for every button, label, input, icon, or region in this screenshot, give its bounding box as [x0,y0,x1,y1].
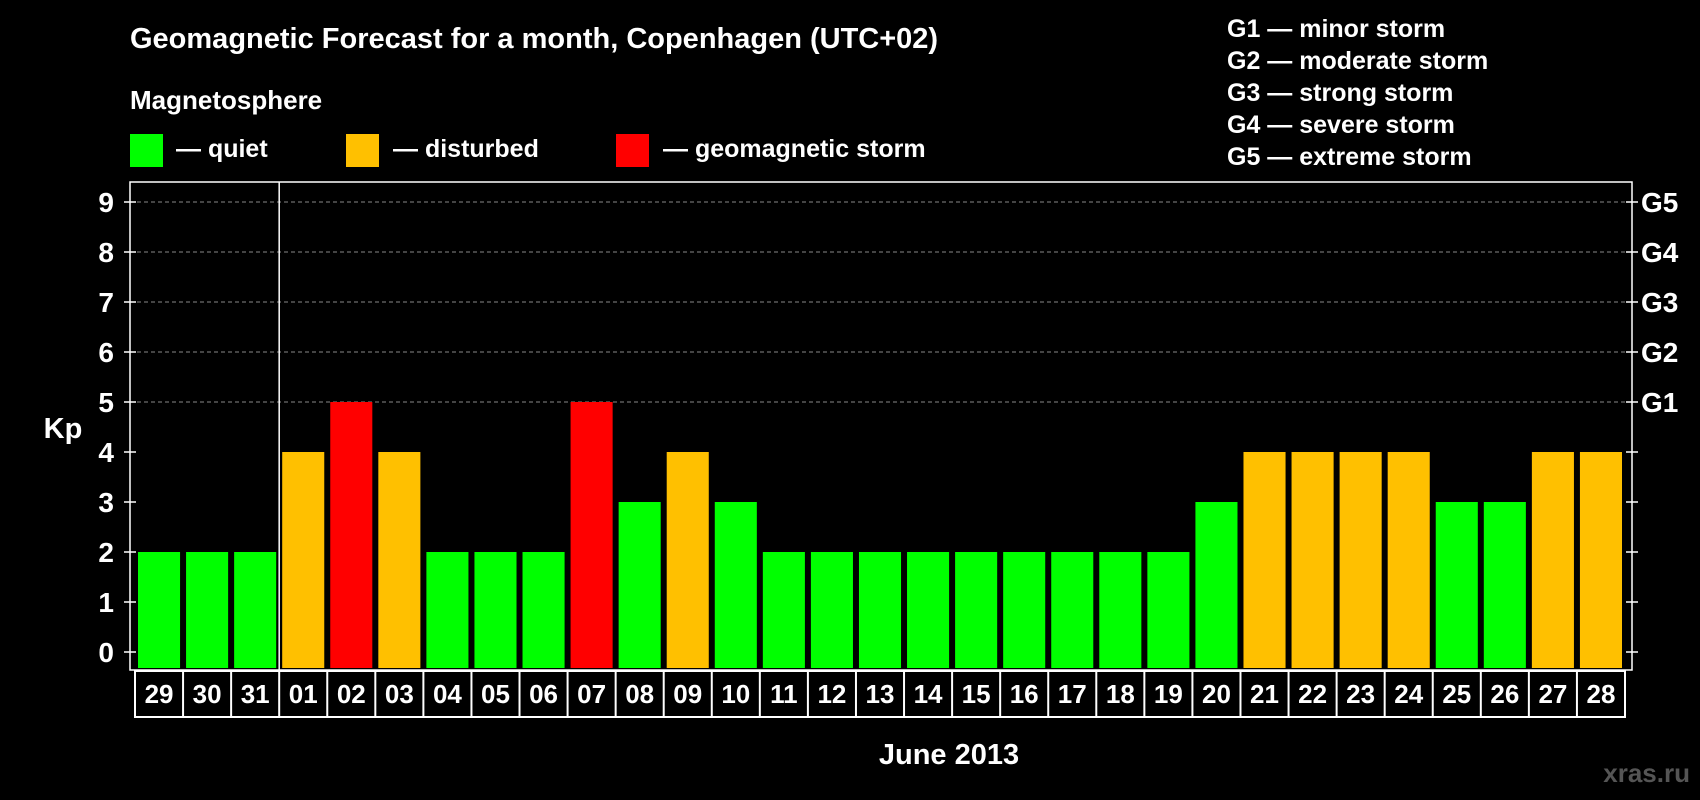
bar [1243,452,1286,668]
x-tick-label: 06 [529,679,558,709]
bar [570,402,613,668]
bar [330,402,373,668]
bar [810,552,853,668]
bar [1579,452,1622,668]
day-label-box [134,670,1626,718]
g-scale-label: G3 [1641,287,1678,318]
y-tick-label: 8 [98,237,114,268]
y-tick-label: 6 [98,337,114,368]
bar [378,452,421,668]
x-tick-label: 29 [145,679,174,709]
bar [1195,502,1238,668]
bar [955,552,998,668]
x-tick-label: 31 [241,679,270,709]
x-tick-label: 02 [337,679,366,709]
bar [762,552,805,668]
legend-label-disturbed: — disturbed [393,135,539,163]
legend-label-storm: — geomagnetic storm [663,135,926,163]
bar [1387,452,1430,668]
bar [1291,452,1334,668]
bar [1147,552,1190,668]
x-tick-label: 01 [289,679,318,709]
legend: — quiet — disturbed — geomagnetic storm [130,134,926,167]
legend-swatch-quiet [130,134,163,167]
chart-title: Geomagnetic Forecast for a month, Copenh… [130,23,938,55]
storm-scale-legend: G1 — minor storm G2 — moderate storm G3 … [1227,15,1488,171]
y-tick-label: 3 [98,487,114,518]
y-tick-label: 0 [98,637,114,668]
x-tick-label: 26 [1490,679,1519,709]
x-tick-label: 20 [1202,679,1231,709]
storm-scale-g1: G1 — minor storm [1227,15,1445,43]
x-tick-label: 30 [193,679,222,709]
bar [1051,552,1094,668]
bar [474,552,517,668]
g-scale-label: G1 [1641,387,1678,418]
storm-scale-g5: G5 — extreme storm [1227,143,1472,171]
g-scale-label: G5 [1641,187,1678,218]
x-tick-label: 25 [1442,679,1471,709]
bar [714,502,757,668]
x-tick-label: 24 [1394,679,1423,709]
y-tick-label: 9 [98,187,114,218]
x-tick-label: 12 [817,679,846,709]
x-tick-label: 04 [433,679,462,709]
bar [1339,452,1382,668]
bar [1483,502,1526,668]
bar [1435,502,1478,668]
x-tick-label: 28 [1587,679,1616,709]
bar [618,502,661,668]
x-tick-label: 19 [1154,679,1183,709]
bar [907,552,950,668]
x-tick-label: 03 [385,679,414,709]
legend-swatch-storm [616,134,649,167]
storm-scale-g4: G4 — severe storm [1227,111,1455,139]
bar [426,552,469,668]
y-axis-label: Kp [44,413,83,445]
storm-scale-g3: G3 — strong storm [1227,79,1453,107]
bar [522,552,565,668]
y-tick-label: 7 [98,287,114,318]
x-tick-label: 21 [1250,679,1279,709]
x-tick-label: 11 [770,679,798,709]
legend-label-quiet: — quiet [176,135,268,163]
x-tick-label: 05 [481,679,510,709]
y-tick-label: 1 [98,587,114,618]
bar [1531,452,1574,668]
x-tick-label: 16 [1010,679,1039,709]
y-tick-label: 4 [98,437,114,468]
x-tick-label: 09 [673,679,702,709]
x-tick-label: 15 [962,679,991,709]
bar [234,552,277,668]
y-tick-label: 2 [98,537,114,568]
y-tick-label: 5 [98,387,114,418]
x-tick-label: 14 [914,679,943,709]
x-tick-label: 22 [1298,679,1327,709]
bar [282,452,325,668]
x-tick-label: 08 [625,679,654,709]
x-axis-label: June 2013 [879,739,1019,771]
bar [186,552,229,668]
legend-swatch-disturbed [346,134,379,167]
x-tick-label: 07 [577,679,606,709]
chart-subtitle: Magnetosphere [130,85,322,115]
bar [138,552,181,668]
bar [666,452,709,668]
g-scale-label: G4 [1641,237,1679,268]
bar [1003,552,1046,668]
g-scale-label: G2 [1641,337,1678,368]
x-tick-label: 17 [1058,679,1087,709]
x-tick-label: 27 [1538,679,1567,709]
storm-scale-g2: G2 — moderate storm [1227,47,1488,75]
x-tick-label: 10 [721,679,750,709]
watermark: xras.ru [1603,758,1690,788]
bar [858,552,902,668]
bar [1099,552,1142,668]
x-tick-label: 13 [866,679,895,709]
x-tick-label: 18 [1106,679,1135,709]
x-tick-label: 23 [1346,679,1375,709]
